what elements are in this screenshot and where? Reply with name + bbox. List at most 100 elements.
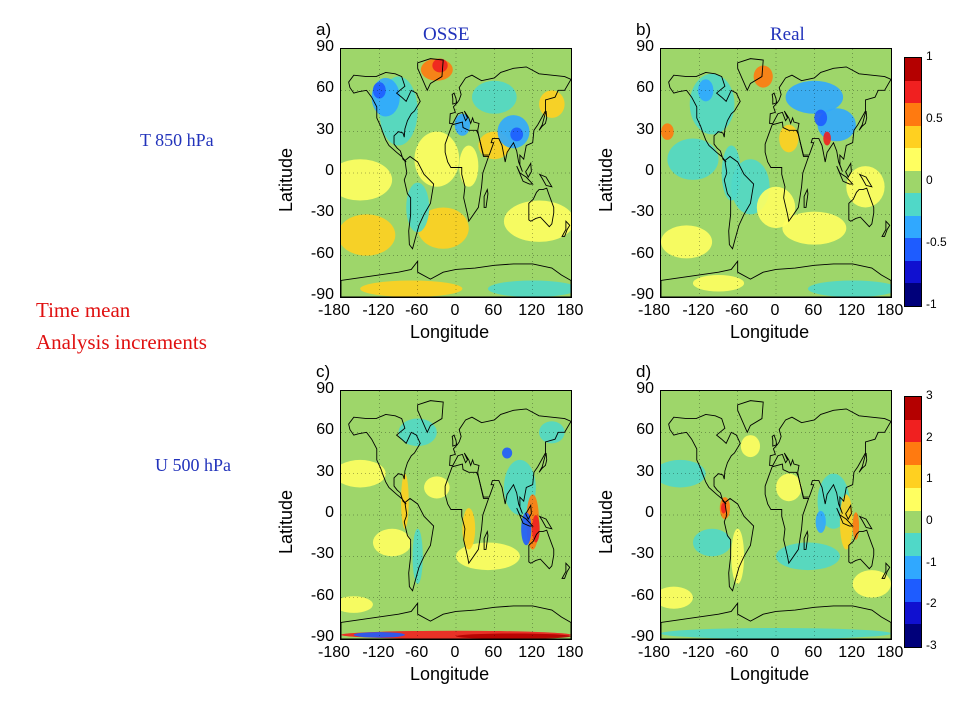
colorbar-swatch (905, 215, 921, 239)
colorbar-tick-label: 0 (926, 173, 933, 187)
x-tick-label: 60 (804, 644, 823, 661)
coastline-north-america (668, 71, 741, 163)
coastline-south-america (723, 497, 755, 592)
coastline-eurasia (769, 66, 891, 172)
side-title-line-1: Time mean (36, 298, 131, 322)
y-axis-title: Latitude (596, 489, 616, 554)
y-axis-title: Latitude (276, 489, 296, 554)
coastline-madagascar (803, 187, 809, 208)
anomaly-region (782, 211, 847, 245)
y-tick-label: 90 (636, 380, 654, 397)
colorbar-swatch (905, 238, 921, 262)
anomaly-region (487, 280, 571, 297)
anomaly-region (456, 542, 520, 571)
side-title-line-2: Analysis increments (36, 330, 207, 354)
colorbar-swatch (905, 533, 921, 557)
anomaly-region (539, 90, 565, 118)
coastline-greenland (737, 58, 764, 92)
x-tick-label: 120 (838, 644, 865, 661)
colorbar-swatch (905, 397, 921, 421)
coastline-borneo (525, 503, 532, 521)
coastline-antarctica (341, 601, 571, 639)
x-tick-label: -180 (317, 302, 351, 319)
x-tick-label: 180 (876, 644, 904, 661)
coastline-new-zealand (881, 220, 891, 237)
coastline-south-america (403, 155, 435, 250)
anomaly-region (852, 570, 891, 598)
anomaly-region (661, 586, 693, 609)
colorbar-swatch (905, 487, 921, 512)
coastline-north-america (348, 413, 421, 505)
coastline-greenland (737, 400, 764, 434)
anomaly-region (689, 73, 735, 135)
anomaly-region (661, 627, 891, 639)
anomaly-region (341, 214, 396, 256)
y-tick-label: -90 (310, 628, 334, 645)
anomaly-region (661, 459, 706, 488)
anomaly-region (661, 225, 713, 259)
map-panel-b: b) 90 60 30 0 -30 -60 -90 -180 -120 -60 0 60 120 180 Lo… (590, 18, 920, 360)
x-tick-label: 60 (484, 302, 503, 319)
x-tick-label: 0 (770, 302, 780, 319)
colorbar-wind: 3 2 1 0 -1 -2 -3 (904, 388, 954, 652)
x-tick-label: -60 (725, 302, 749, 319)
y-tick-label: 60 (316, 421, 334, 439)
y-tick-label: -60 (630, 244, 654, 262)
coastline-new-zealand (881, 562, 891, 579)
coastline-eurasia (449, 66, 571, 172)
colorbar-swatch (905, 442, 921, 466)
coastline-australia (848, 529, 875, 570)
coastline-north-america (348, 71, 421, 163)
map-svg-a (341, 49, 571, 297)
coastline-japan (538, 110, 548, 131)
colorbar-swatch (905, 170, 921, 194)
coastline-indonesia (516, 507, 534, 527)
y-axis-title: Latitude (276, 147, 296, 212)
x-tick-label: -60 (725, 644, 749, 661)
colorbar-tick-label: -2 (926, 596, 937, 611)
colorbar-strip-top (904, 57, 922, 307)
colorbar-temperature: 1 0.5 0 -0.5 -1 (904, 49, 954, 311)
x-tick-label: -180 (317, 644, 351, 661)
y-tick-label: 0 (645, 162, 654, 179)
x-tick-label: 60 (804, 302, 823, 319)
x-tick-label: 120 (518, 302, 545, 319)
y-tick-label: 60 (316, 79, 334, 97)
coastline-africa (444, 121, 490, 223)
panel-letter-c: c) (316, 362, 331, 381)
coastline-south-america (403, 497, 435, 592)
y-tick-label: 30 (316, 120, 334, 138)
colorbar-tick-label: -1 (926, 554, 937, 569)
colorbar-swatch (905, 193, 921, 217)
colorbar-strip-bottom (904, 396, 922, 648)
y-tick-label: -30 (310, 545, 334, 563)
coastline-antarctica (341, 259, 571, 297)
colorbar-swatch (905, 556, 921, 580)
anomaly-region (503, 459, 536, 515)
y-tick-label: 30 (636, 120, 654, 138)
coastline-madagascar (483, 187, 489, 208)
anomaly-region (459, 145, 479, 187)
colorbar-tick-label: -3 (926, 638, 937, 652)
coastline-africa (764, 463, 810, 565)
anomaly-region (846, 166, 885, 208)
colorbar-swatch (905, 80, 921, 104)
anomaly-region (372, 528, 412, 557)
coastline-uk (771, 92, 778, 105)
anomaly-region (779, 124, 799, 153)
x-axis-title: Longitude (730, 322, 810, 342)
anomaly-region (753, 65, 773, 88)
x-tick-label: 120 (838, 302, 865, 319)
y-tick-label: -30 (630, 203, 654, 221)
y-tick-label: 90 (636, 38, 654, 55)
colorbar-tick-label: 0 (926, 513, 933, 527)
x-axis-title: Longitude (410, 664, 490, 684)
map-panel-c: c) 90 60 30 0 -30 -60 -90 -180 -120 -60 0 60 120 180 Lo… (270, 360, 600, 702)
colorbar-tick-label: 1 (926, 471, 933, 486)
coastline-uk (451, 434, 458, 447)
colorbar-swatch (905, 58, 921, 82)
anomaly-region (372, 82, 386, 99)
coastline-antarctica (661, 259, 891, 297)
anomaly-region (462, 508, 476, 550)
colorbar-tick-label: -1 (926, 297, 937, 311)
